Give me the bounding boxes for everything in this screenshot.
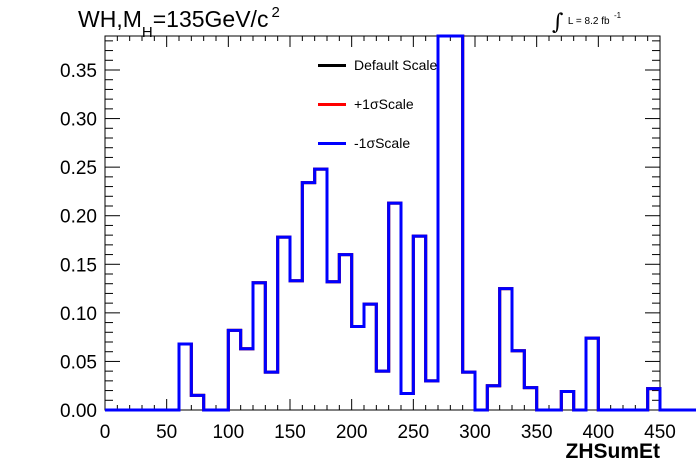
x-tick-label: 350 (521, 422, 553, 443)
x-tick-label: 400 (582, 422, 614, 443)
x-axis-label: ZHSumEt (565, 440, 661, 463)
legend-label-default: Default Scale (354, 57, 438, 73)
legend-label-plus1sigma: +1σScale (354, 96, 414, 112)
plot-frame (104, 35, 661, 411)
integral-symbol: ∫ (552, 10, 564, 35)
title-superscript: 2 (271, 4, 280, 21)
legend-label-minus1sigma: -1σScale (354, 135, 411, 151)
chart-title: WH,MH=135GeV/c 2 (78, 4, 280, 41)
x-tick-label: 300 (459, 422, 491, 443)
y-tick-label: 0.20 (60, 207, 97, 228)
x-tick-label: 50 (156, 422, 177, 443)
luminosity-text: L = 8.2 fb (567, 16, 610, 27)
x-tick-label: 100 (212, 422, 244, 443)
legend-entry-plus1sigma: +1σScale (318, 94, 414, 114)
y-tick-label: 0.10 (60, 304, 97, 325)
title-subscript: H (141, 24, 153, 41)
x-tick-label: 450 (644, 422, 676, 443)
legend-swatch-plus1sigma (318, 102, 346, 106)
series-layer (105, 34, 696, 412)
y-tick-label: 0.05 (60, 352, 97, 373)
y-tick-label: 0.15 (60, 255, 97, 276)
luminosity-superscript: -1 (613, 11, 622, 20)
legend-entry-default: Default Scale (318, 55, 437, 75)
y-tick-label: 0.25 (60, 158, 97, 179)
axis-ticks (104, 36, 661, 411)
y-tick-labels: 0.00 0.05 0.10 0.15 0.20 0.25 0.30 0.35 (60, 61, 97, 422)
x-tick-label: 0 (100, 422, 111, 443)
x-tick-label: 150 (274, 422, 306, 443)
histogram-series-2 (105, 34, 696, 412)
x-tick-label: 200 (336, 422, 368, 443)
title-mass: =135GeV/c (152, 6, 269, 32)
x-tick-labels: 0 50 100 150 200 250 300 350 400 450 (100, 422, 676, 443)
y-tick-label: 0.00 (60, 401, 97, 422)
legend-swatch-minus1sigma (318, 141, 346, 145)
x-tick-label: 250 (397, 422, 429, 443)
luminosity-label: ∫ L = 8.2 fb -1 (552, 8, 622, 35)
legend-swatch-default (318, 63, 346, 67)
title-prefix: WH,M (78, 6, 142, 32)
y-tick-label: 0.30 (60, 110, 97, 131)
legend-entry-minus1sigma: -1σScale (318, 133, 410, 153)
y-tick-label: 0.35 (60, 61, 97, 82)
